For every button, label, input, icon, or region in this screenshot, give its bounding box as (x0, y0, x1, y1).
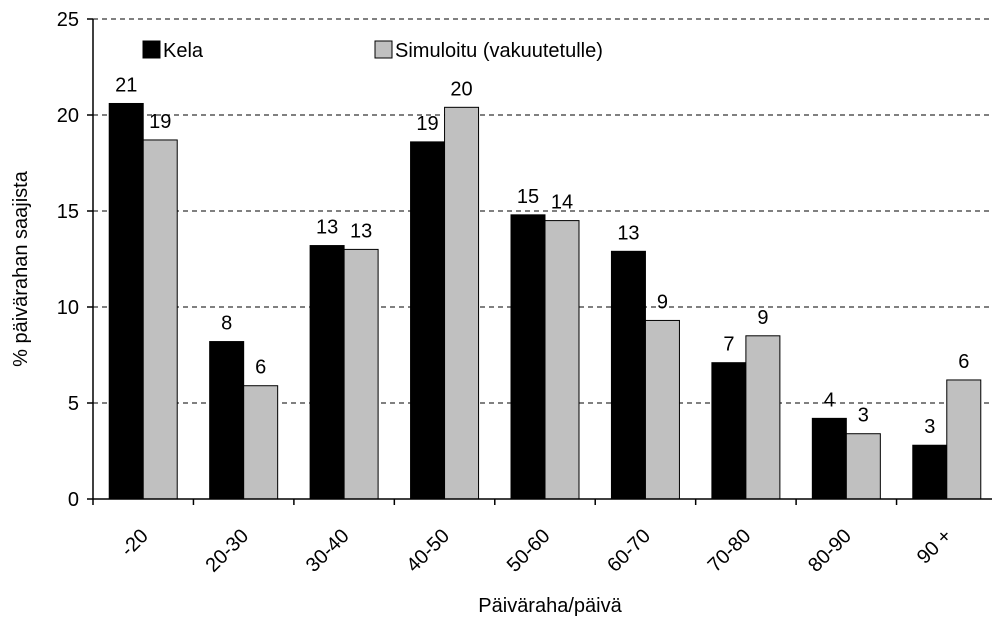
data-label: 20 (450, 78, 472, 100)
data-label: 8 (221, 313, 232, 335)
bars (108, 102, 982, 500)
y-axis-title: % päivärahan saajista (10, 170, 32, 367)
data-label: 13 (617, 222, 639, 244)
bar-simuloitu (444, 106, 480, 500)
data-label: 6 (255, 357, 266, 379)
bar-simuloitu (644, 319, 680, 500)
bar-kela (510, 214, 546, 500)
x-tick-label: -20 (117, 525, 153, 561)
bar-simuloitu (745, 335, 781, 500)
data-label: 3 (858, 405, 869, 427)
data-label: 19 (416, 113, 438, 135)
x-tick-label: 90 + (913, 525, 956, 568)
bar-kela (811, 417, 847, 500)
y-tick-label: 20 (57, 105, 79, 127)
bar-simuloitu (142, 139, 178, 500)
data-label: 4 (824, 389, 835, 411)
data-label: 3 (924, 416, 935, 438)
bar-kela (912, 444, 948, 500)
data-label: 9 (757, 307, 768, 329)
legend-swatch-simuloitu (374, 40, 393, 59)
bar-simuloitu (243, 385, 279, 500)
data-labels: 21 19 8 6 13 13 19 20 15 14 13 9 7 9 4 3 3 6 (115, 74, 969, 438)
data-label: 13 (316, 217, 338, 239)
y-tick-label: 25 (57, 9, 79, 31)
legend-swatch-kela (142, 40, 161, 59)
x-tick-label: 70-80 (704, 525, 756, 577)
x-tick-label: 20-30 (201, 525, 253, 577)
bar-simuloitu (845, 433, 881, 500)
y-axis-ticks: 0 5 10 15 20 25 (57, 9, 93, 511)
x-tick-label: 80-90 (804, 525, 856, 577)
axes (92, 19, 992, 500)
x-axis-ticks: -20 20-30 30-40 40-50 50-60 60-70 70-80 80-90 90… (92, 499, 956, 577)
y-tick-label: 10 (57, 297, 79, 319)
y-tick-label: 15 (57, 201, 79, 223)
x-tick-label: 40-50 (402, 525, 454, 577)
data-label: 6 (958, 351, 969, 373)
x-tick-label: 60-70 (603, 525, 655, 577)
bar-kela (209, 341, 245, 500)
data-label: 13 (350, 220, 372, 242)
y-tick-label: 0 (68, 489, 79, 511)
legend-label-simuloitu: Simuloitu (vakuutetulle) (395, 40, 603, 62)
data-label: 21 (115, 74, 137, 96)
x-tick-label: 50-60 (503, 525, 555, 577)
data-label: 9 (657, 291, 668, 313)
bar-simuloitu (946, 379, 982, 500)
data-label: 19 (149, 111, 171, 133)
y-tick-label: 5 (68, 393, 79, 415)
legend-label-kela: Kela (163, 40, 204, 62)
x-axis-title: Päiväraha/päivä (478, 595, 622, 617)
data-label: 15 (517, 186, 539, 208)
bar-kela (410, 141, 446, 500)
legend: Kela Simuloitu (vakuutetulle) (142, 40, 603, 62)
bar-simuloitu (544, 220, 580, 500)
x-tick-label: 30-40 (302, 525, 354, 577)
bar-kela (610, 250, 646, 500)
data-label: 7 (723, 334, 734, 356)
bar-kela (108, 102, 144, 500)
bar-kela (309, 245, 345, 500)
bar-simuloitu (343, 248, 379, 500)
bar-kela (711, 362, 747, 500)
data-label: 14 (551, 192, 573, 214)
